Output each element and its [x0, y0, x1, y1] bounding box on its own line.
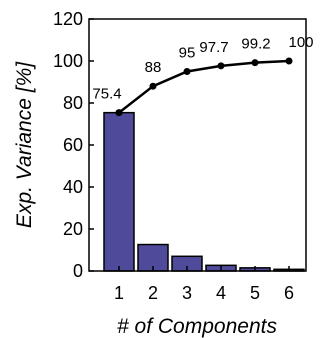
x-tick-label: 5 — [250, 283, 260, 303]
data-label: 100 — [288, 34, 313, 51]
line-point — [183, 68, 191, 75]
y-tick-label: 20 — [63, 219, 83, 239]
y-tick-label: 0 — [73, 261, 83, 281]
line-point — [217, 62, 225, 70]
y-tick-label: 100 — [53, 51, 83, 71]
data-label: 95 — [179, 45, 196, 62]
line-point — [115, 109, 123, 117]
y-tick-label: 80 — [63, 93, 83, 113]
data-label: 75.4 — [92, 86, 121, 103]
y-ticks: 0 20 40 60 80 100 120 — [53, 9, 94, 281]
line-point — [251, 59, 259, 67]
x-tick-label: 1 — [114, 283, 124, 303]
x-axis-title: # of Components — [117, 315, 277, 338]
y-tick-label: 120 — [53, 9, 83, 29]
x-tick-label: 3 — [182, 283, 192, 303]
x-tick-label: 6 — [284, 283, 294, 303]
data-label: 97.7 — [199, 39, 228, 56]
x-ticks: 1 2 3 4 5 6 — [114, 266, 294, 303]
x-tick-label: 2 — [148, 283, 158, 303]
data-label: 99.2 — [241, 36, 270, 53]
x-tick-label: 4 — [216, 283, 226, 303]
bars-layer — [103, 111, 305, 272]
cumulative-line — [118, 59, 290, 114]
bar — [103, 111, 135, 272]
y-tick-label: 40 — [63, 177, 83, 197]
y-axis-title: Exp. Variance [%] — [13, 61, 36, 228]
cumulative-line-layer — [115, 57, 293, 117]
data-label: 88 — [145, 59, 162, 76]
y-tick-label: 60 — [63, 135, 83, 155]
line-point — [149, 82, 157, 90]
data-labels: 75.4 88 95 97.7 99.2 100 — [92, 34, 313, 103]
line-point — [285, 57, 293, 65]
